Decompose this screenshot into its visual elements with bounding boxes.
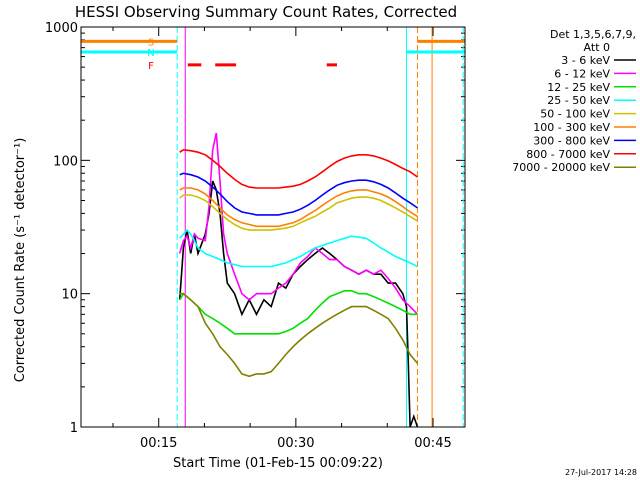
series-line: [179, 172, 418, 216]
series-line: [178, 132, 419, 315]
legend-entry-label: 7000 - 20000 keV: [512, 161, 610, 174]
series-line: [179, 290, 418, 335]
y-axis-label: Corrected Count Rate (s⁻¹ detector⁻¹): [13, 138, 28, 383]
series-line: [179, 187, 418, 228]
series-line: [179, 148, 418, 189]
flag-bar-label: F: [148, 61, 154, 72]
flag-bar-label: S: [148, 37, 154, 48]
axis-ticks: 00:15 00:30 00:45 1 10 100 1000: [45, 21, 465, 451]
y-tick-label: 10: [61, 288, 78, 303]
legend-entry-label: 3 - 6 keV: [561, 54, 610, 67]
y-tick-label: 1000: [45, 21, 78, 36]
legend-entry-label: 25 - 50 keV: [547, 94, 610, 107]
flag-bar-label: N: [147, 48, 154, 59]
series-line: [178, 180, 419, 428]
legend-entry-label: 300 - 800 keV: [533, 134, 610, 147]
y-tick-label: 1: [70, 421, 78, 436]
footer-timestamp: 27-Jul-2017 14:28: [565, 468, 637, 477]
flag-bars: SNF: [81, 37, 465, 72]
legend-entry-label: 100 - 300 keV: [533, 121, 610, 134]
series-line: [179, 292, 419, 378]
series-line: [179, 194, 418, 231]
legend-entry-label: 50 - 100 keV: [540, 108, 610, 121]
x-tick-label: 00:30: [277, 436, 314, 451]
series-line: [179, 228, 418, 268]
legend-entry-label: 6 - 12 keV: [554, 67, 610, 80]
legend-header: Att 0: [584, 41, 610, 54]
series-lines: [178, 132, 419, 428]
plot-frame: [80, 26, 466, 428]
chart-title: HESSI Observing Summary Count Rates, Cor…: [75, 3, 457, 21]
x-axis-label: Start Time (01-Feb-15 00:09:22): [173, 456, 383, 471]
legend-header: Det 1,3,5,6,7,9,: [550, 28, 636, 41]
y-tick-label: 100: [53, 154, 78, 169]
legend-entry-label: 800 - 7000 keV: [526, 148, 610, 161]
x-tick-label: 00:15: [140, 436, 177, 451]
x-tick-label: 00:45: [414, 436, 451, 451]
legend-entry-label: 12 - 25 keV: [547, 81, 610, 94]
